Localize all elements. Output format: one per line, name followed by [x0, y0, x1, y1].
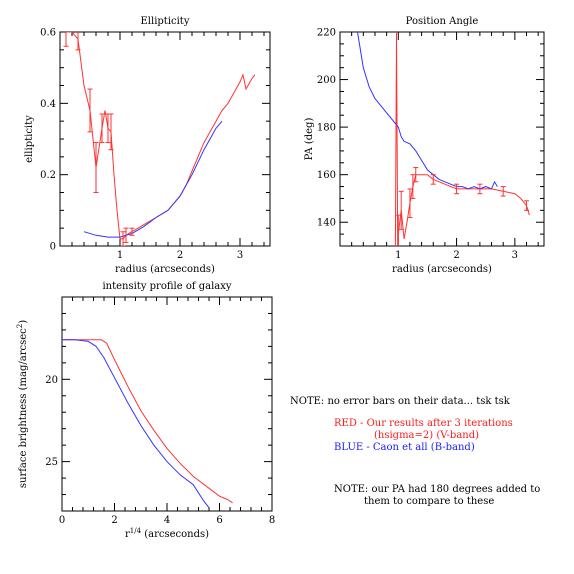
x-tick-label: 2 [177, 250, 183, 261]
series-line-blue [62, 339, 210, 509]
y-tick-label: 200 [317, 75, 336, 86]
plot-frame [339, 31, 545, 247]
note-pa-added: NOTE: our PA had 180 degrees added to [334, 484, 541, 495]
x-tick-label: 0 [59, 515, 65, 526]
data-layer [357, 32, 530, 246]
x-tick-label: 3 [237, 250, 243, 261]
data-layer [63, 32, 256, 246]
y-tick-label: 25 [45, 457, 58, 468]
x-tick-label: 3 [512, 250, 518, 261]
note-no-error-bars: NOTE: no error bars on their data... tsk… [290, 396, 510, 407]
series-line-red [66, 32, 256, 240]
x-axis-label: r1/4 (arcseconds) [125, 527, 209, 540]
x-tick-label: 2 [453, 250, 459, 261]
chart-title: Ellipticity [141, 16, 190, 27]
legend-red-line2: (hsigma=2) (V-band) [374, 430, 480, 441]
y-tick-label: 220 [317, 28, 336, 39]
chart-2: 1 2 3 140 160 180 200 220 Position Angle radius (… [304, 16, 545, 275]
x-tick-label: 8 [269, 515, 275, 526]
y-axis-label: PA (deg) [304, 118, 315, 161]
series-line-red [62, 339, 233, 504]
series-line-blue [357, 32, 498, 190]
y-tick-label: 0 [50, 242, 56, 253]
y-tick-label: 0.6 [40, 28, 56, 39]
y-tick-label: 0.2 [40, 170, 56, 181]
y-axis-label: surface brightness (mag/arcsec2) [16, 320, 29, 488]
x-tick-label: 1 [117, 250, 123, 261]
data-layer [62, 339, 233, 509]
chart-3: 0 2 4 6 8 20 25 intensity profile of galaxy r1/4… [16, 281, 275, 540]
x-axis-label: radius (arcseconds) [115, 264, 215, 275]
note-pa-added-2: them to compare to these [364, 496, 495, 507]
legend-blue-line: BLUE - Caon et all (B-band) [334, 442, 475, 453]
y-tick-label: 20 [45, 375, 58, 386]
y-tick-label: 0.4 [40, 99, 56, 110]
x-tick-label: 2 [111, 515, 117, 526]
x-tick-label: 1 [395, 250, 401, 261]
chart-1: 1 2 3 0 0.2 0.4 0.6 Ellipticity radius (arcsecon… [24, 16, 271, 275]
x-tick-label: 4 [164, 515, 170, 526]
y-tick-label: 140 [317, 218, 336, 229]
legend-red-line1: RED - Our results after 3 iterations [334, 418, 513, 429]
y-axis-label: ellipticity [24, 115, 35, 163]
y-tick-label: 160 [317, 170, 336, 181]
x-axis-label: radius (arcseconds) [392, 264, 492, 275]
series-line-blue [83, 120, 223, 238]
x-tick-label: 6 [216, 515, 222, 526]
plot-frame [59, 31, 271, 247]
chart-title: Position Angle [406, 16, 479, 27]
y-tick-label: 180 [317, 123, 336, 134]
plot-frame [61, 296, 273, 512]
series-line-red [394, 32, 530, 246]
chart-title: intensity profile of galaxy [102, 281, 231, 292]
